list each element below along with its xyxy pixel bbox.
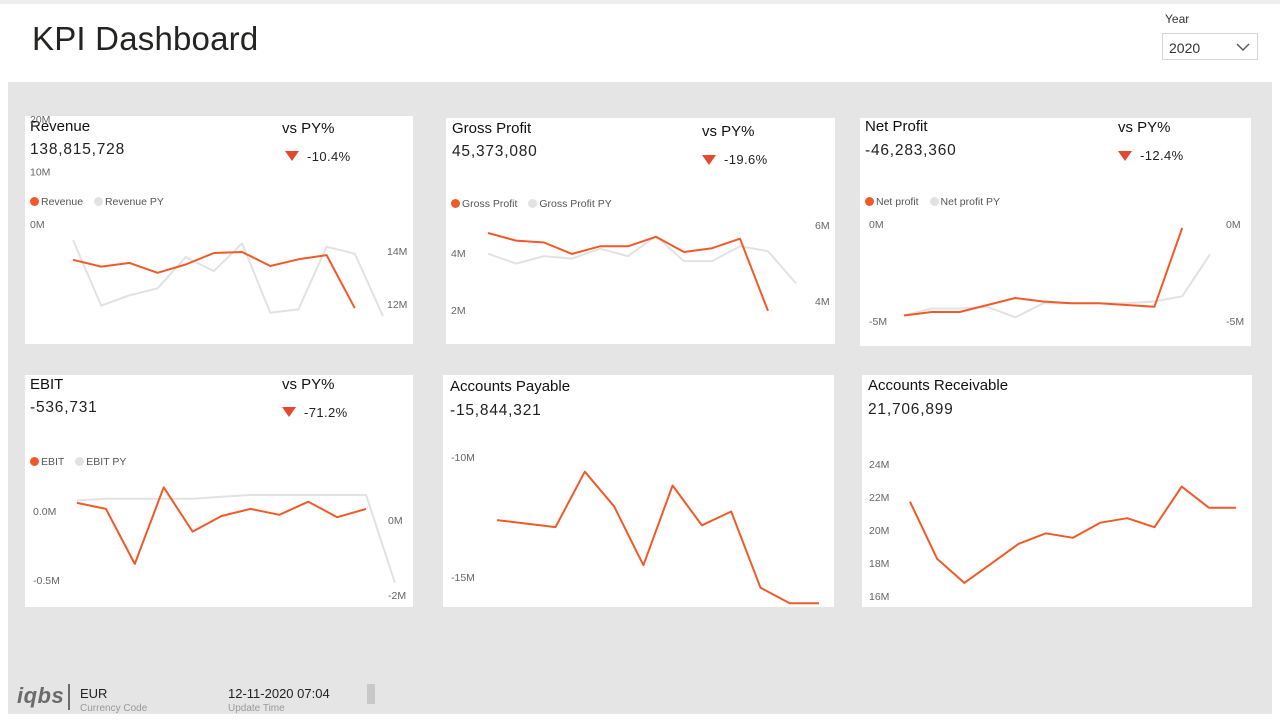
down-triangle-icon	[702, 155, 716, 165]
card-title: Gross Profit	[452, 120, 532, 137]
line-chart: -10M -15M	[451, 452, 819, 605]
line-chart: 20M 10M 0M 14M 12M	[30, 114, 407, 317]
axis-tick-label: 0M	[30, 219, 45, 231]
axis-tick-label: -15M	[451, 572, 475, 584]
vs-py-label: vs PY%	[282, 376, 335, 393]
axis-tick-label: -10M	[451, 452, 475, 464]
series-line	[487, 232, 769, 312]
line-chart: 4M 2M 6M 4M	[451, 220, 830, 317]
net-profit-card[interactable]: Net Profit -46,283,360 vs PY% -12.4% Net…	[860, 118, 1251, 346]
axis-tick-label: 12M	[387, 299, 407, 311]
accounts-receivable-card[interactable]: Accounts Receivable 21,706,899 24M 22M 20M…	[862, 375, 1252, 607]
series-line	[76, 494, 396, 584]
card-title: Revenue	[30, 118, 91, 135]
series-line	[72, 251, 356, 309]
card-value: 45,373,080	[452, 143, 538, 160]
axis-tick-label: -0.5M	[33, 575, 60, 587]
line-chart: 24M 22M 20M 18M 16M	[869, 459, 1236, 603]
top-strip	[0, 0, 1280, 4]
year-dropdown[interactable]: 2020	[1162, 33, 1258, 60]
currency-label: Currency Code	[80, 703, 148, 714]
accounts-payable-card[interactable]: Accounts Payable -15,844,321 -10M -15M	[443, 375, 834, 607]
card-value: 138,815,728	[30, 141, 125, 158]
legend-item: Gross Profit	[451, 198, 517, 210]
ebit-card[interactable]: EBIT -536,731 vs PY% -71.2% EBIT EBIT PY…	[25, 375, 413, 607]
axis-tick-label: 20M	[869, 525, 889, 537]
down-triangle-icon	[1118, 151, 1132, 161]
scrollbar-thumb[interactable]	[367, 684, 375, 704]
axis-tick-label: -5M	[869, 316, 887, 328]
axis-tick-label: 20M	[30, 114, 50, 126]
legend-item: Net profit PY	[929, 196, 1000, 208]
card-value: -46,283,360	[865, 142, 957, 159]
vs-py-value: -19.6%	[724, 152, 768, 167]
chevron-down-icon	[1236, 43, 1250, 51]
axis-tick-label: 4M	[815, 296, 830, 308]
company-logo: iqbs	[17, 683, 65, 708]
axis-tick-label: 0M	[869, 219, 884, 231]
down-triangle-icon	[285, 151, 299, 161]
axis-tick-label: 2M	[451, 305, 466, 317]
axis-tick-label: 0M	[388, 515, 403, 527]
series-line	[903, 253, 1211, 319]
vs-py-value: -10.4%	[307, 149, 351, 164]
card-title: Accounts Receivable	[868, 377, 1009, 394]
update-time-label: Update Time	[228, 703, 285, 714]
chart-legend: Net profit Net profit PY	[865, 196, 1008, 208]
vs-py-value: -12.4%	[1140, 148, 1184, 163]
update-time-value: 12-11-2020 07:04	[228, 686, 330, 701]
logo-divider	[68, 684, 70, 710]
axis-tick-label: 0M	[1226, 219, 1241, 231]
page-title: KPI Dashboard	[32, 20, 259, 57]
axis-tick-label: -5M	[1226, 316, 1244, 328]
card-title: Accounts Payable	[450, 378, 571, 395]
vs-py-label: vs PY%	[702, 123, 755, 140]
line-chart: 0.0M -0.5M 0M -2M	[33, 486, 406, 602]
card-title: Net Profit	[865, 118, 928, 135]
currency-value: EUR	[80, 686, 108, 701]
legend-item: EBIT PY	[75, 456, 126, 468]
axis-tick-label: 22M	[869, 492, 889, 504]
series-line	[903, 227, 1184, 317]
axis-tick-label: 14M	[387, 246, 407, 258]
series-line	[496, 470, 819, 605]
vs-py-label: vs PY%	[1118, 119, 1171, 136]
vs-py-label: vs PY%	[282, 120, 335, 137]
axis-tick-label: 4M	[451, 248, 466, 260]
legend-item: Net profit	[865, 196, 919, 208]
year-filter-label: Year	[1165, 12, 1190, 26]
card-value: 21,706,899	[868, 401, 954, 418]
card-value: -15,844,321	[450, 402, 542, 419]
chart-legend: EBIT EBIT PY	[30, 456, 134, 468]
axis-tick-label: -2M	[388, 590, 406, 602]
revenue-card[interactable]: Revenue 138,815,728 vs PY% -10.4% Revenu…	[25, 114, 413, 344]
card-title: EBIT	[30, 376, 64, 393]
legend-item: Revenue PY	[93, 196, 164, 208]
series-line	[909, 485, 1236, 584]
card-value: -536,731	[30, 399, 98, 416]
down-triangle-icon	[282, 407, 296, 417]
series-line	[487, 235, 797, 285]
series-line	[76, 486, 367, 565]
series-line	[72, 239, 384, 317]
legend-item: Revenue	[30, 196, 83, 208]
year-dropdown-value: 2020	[1169, 40, 1201, 56]
gross-profit-card[interactable]: Gross Profit 45,373,080 vs PY% -19.6% Gr…	[446, 118, 835, 344]
axis-tick-label: 0.0M	[33, 506, 56, 518]
legend-item: Gross Profit PY	[528, 198, 612, 210]
line-chart: 0M -5M 0M -5M	[869, 219, 1244, 328]
chart-legend: Revenue Revenue PY	[30, 196, 172, 208]
axis-tick-label: 24M	[869, 459, 889, 471]
chart-legend: Gross Profit Gross Profit PY	[451, 198, 620, 210]
legend-item: EBIT	[30, 456, 64, 468]
axis-tick-label: 18M	[869, 558, 889, 570]
axis-tick-label: 10M	[30, 167, 50, 179]
axis-tick-label: 6M	[815, 220, 830, 232]
axis-tick-label: 16M	[869, 591, 889, 603]
vs-py-value: -71.2%	[304, 405, 348, 420]
